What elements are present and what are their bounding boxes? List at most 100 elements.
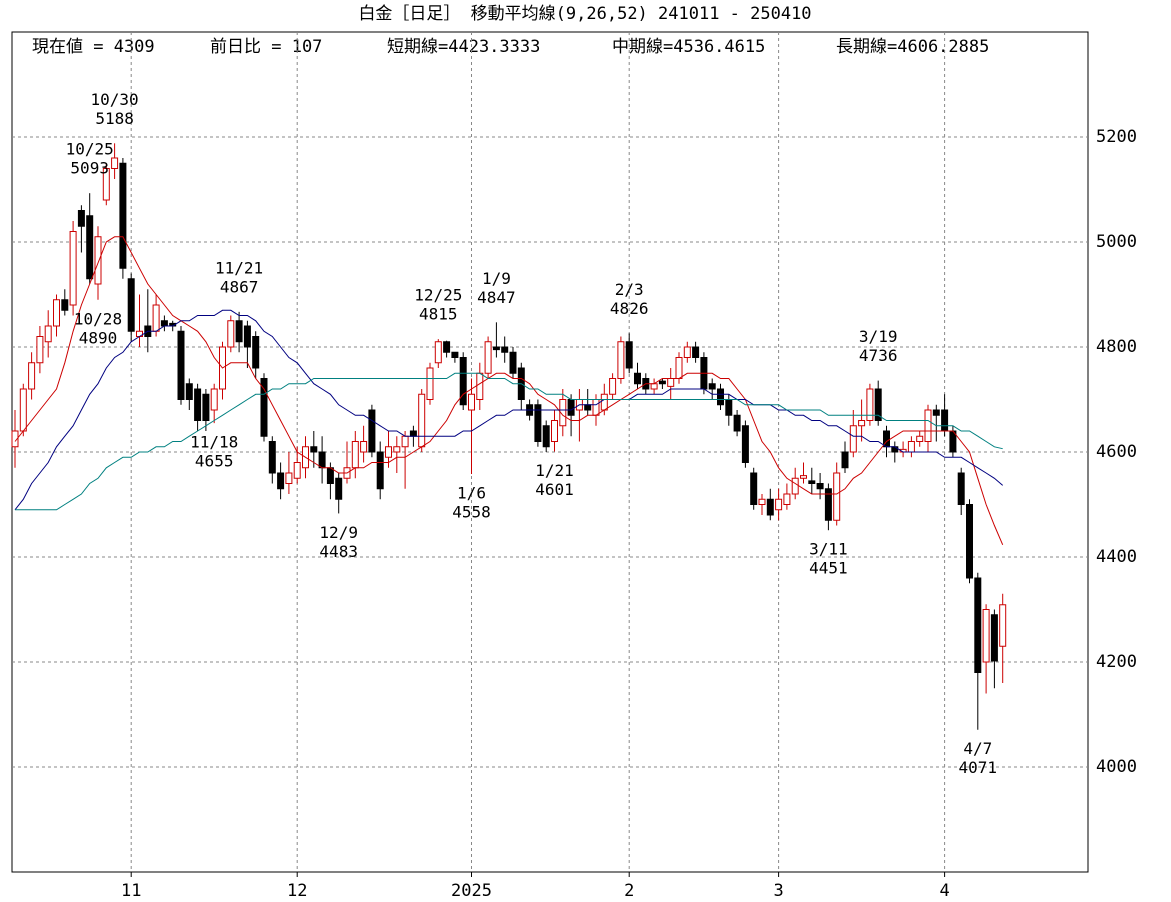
x-tick-label: 12 <box>287 881 307 901</box>
stat-current: 現在値 = 4309 <box>32 37 155 57</box>
annotation-date: 1/9 <box>482 269 511 288</box>
candle-body <box>982 609 990 663</box>
candle-body <box>750 472 758 505</box>
annotation-date: 12/25 <box>414 286 462 305</box>
candle-body <box>667 378 675 387</box>
candle-body <box>318 451 326 469</box>
annotation-value: 4071 <box>959 758 998 777</box>
candle-body <box>227 320 235 348</box>
candle-body <box>957 472 965 505</box>
candle-body <box>44 325 52 343</box>
annotation-value: 4655 <box>195 452 234 471</box>
candle-body <box>53 299 60 327</box>
annotation-value: 4867 <box>220 277 259 296</box>
candle-body <box>368 409 376 453</box>
annotation-value: 4847 <box>477 288 516 307</box>
x-tick-label: 3 <box>773 881 783 901</box>
candle-body <box>733 414 741 432</box>
candle-body <box>434 341 442 364</box>
x-tick-label: 2025 <box>451 881 492 901</box>
annotation-value: 4558 <box>452 503 491 522</box>
candle-body <box>235 320 243 343</box>
candle-body <box>617 341 625 379</box>
annotation-date: 1/6 <box>457 484 486 503</box>
candle-body <box>484 341 492 374</box>
candle-body <box>111 157 119 169</box>
candle-body <box>542 425 550 448</box>
annotation-value: 5093 <box>70 159 109 178</box>
y-tick-label: 4400 <box>1096 547 1137 567</box>
candle-body <box>974 577 982 673</box>
candle-body <box>966 504 973 579</box>
candle-body <box>808 480 816 484</box>
candle-body <box>277 472 285 490</box>
candle-body <box>177 330 185 400</box>
candle-body <box>932 409 940 416</box>
candle-body <box>260 378 268 437</box>
candle-body <box>683 346 691 358</box>
candle-body <box>600 393 608 411</box>
candle-body <box>567 399 575 416</box>
candle-body <box>692 346 700 358</box>
candle-body <box>625 341 633 369</box>
candle-body <box>202 393 210 421</box>
annotation-date: 12/9 <box>319 523 358 542</box>
candle-body <box>194 388 202 421</box>
candle-body <box>285 472 293 484</box>
candle-body <box>451 351 459 358</box>
candle-body <box>310 446 318 453</box>
candle-body <box>127 278 135 332</box>
candle-body <box>468 393 475 411</box>
candle-body <box>858 420 866 427</box>
annotation-value: 4815 <box>419 305 458 324</box>
candle-body <box>833 472 841 521</box>
annotation-value: 4601 <box>535 480 574 499</box>
annotation-date: 10/25 <box>66 140 114 159</box>
annotation-date: 10/28 <box>74 309 122 328</box>
x-tick-label: 2 <box>624 881 634 901</box>
moving-average-line <box>15 372 1003 511</box>
candle-body <box>717 388 724 406</box>
stat-mid-ma: 中期線=4536.4615 <box>612 37 765 57</box>
candle-body <box>866 388 874 421</box>
candle-body <box>924 409 932 442</box>
annotation-date: 2/3 <box>615 280 644 299</box>
candle-body <box>758 498 766 505</box>
candle-body <box>559 399 567 427</box>
candle-body <box>509 351 517 374</box>
candle-body <box>160 320 168 327</box>
candle-body <box>849 425 857 453</box>
candle-body <box>492 346 500 351</box>
candle-body <box>94 236 102 285</box>
candle-body <box>252 336 260 369</box>
annotation-date: 3/19 <box>859 327 898 346</box>
candle-body <box>775 498 783 511</box>
candle-body <box>360 441 368 453</box>
candle-body <box>393 446 401 453</box>
annotation-value: 5188 <box>95 109 134 128</box>
candle-body <box>102 168 110 201</box>
annotation-value: 4483 <box>319 542 358 561</box>
candle-body <box>376 451 384 490</box>
x-tick-label: 4 <box>939 881 949 901</box>
candle-body <box>28 362 36 390</box>
candle-body <box>634 372 641 385</box>
annotation-value: 4451 <box>809 559 848 578</box>
candle-body <box>824 488 832 521</box>
candle-body <box>36 336 44 364</box>
stat-long-ma: 長期線=4606.2885 <box>836 37 989 57</box>
candle-body <box>293 462 301 479</box>
candle-body <box>19 388 27 432</box>
candle-body <box>409 430 417 437</box>
candle-body <box>941 409 949 432</box>
moving-average-line <box>14 236 1004 545</box>
candle-body <box>418 393 426 448</box>
candle-body <box>152 304 160 332</box>
candle-body <box>907 441 915 453</box>
candle-body <box>86 215 94 280</box>
x-tick-label: 11 <box>121 881 141 901</box>
chart-title: 白金［日足］ 移動平均線(9,26,52) 241011 - 250410 <box>358 4 811 24</box>
candle-body <box>401 435 409 448</box>
y-tick-label: 5000 <box>1096 232 1137 252</box>
